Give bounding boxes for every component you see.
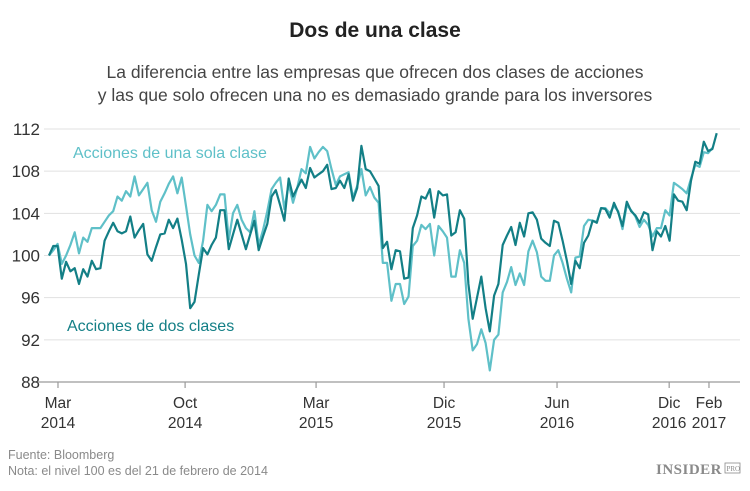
series-label-una-sola-clase: Acciones de una sola clase	[73, 145, 267, 162]
x-tick-year: 2016	[540, 415, 574, 432]
series-lines	[47, 132, 718, 372]
logo-pro-box	[724, 462, 741, 474]
logo-text: INSIDER	[656, 462, 722, 478]
x-tick-month: Oct	[173, 395, 198, 412]
x-tick-year: 2014	[168, 415, 203, 432]
source-note: Fuente: Bloomberg	[8, 448, 114, 462]
x-axis: Mar 2014 Oct 2014 Mar 2015 Dic 2015 Jun 2016 Dic 20…	[41, 382, 726, 432]
y-tick-label: 88	[21, 373, 40, 392]
x-tick-year: 2016	[652, 415, 686, 432]
y-tick-label: 104	[12, 204, 40, 223]
gridlines	[36, 128, 740, 383]
y-axis: 112 108 104 100 96 92 88	[12, 120, 40, 392]
x-tick-month: Feb	[696, 395, 723, 412]
x-tick-month: Mar	[45, 395, 72, 412]
series-label-dos-clases: Acciones de dos clases	[67, 318, 234, 335]
series-line-dos-clases	[47, 132, 718, 333]
x-tick-month: Jun	[545, 395, 570, 412]
x-tick-year: 2015	[427, 415, 461, 432]
x-tick-year: 2015	[299, 415, 333, 432]
x-tick-year: 2017	[692, 415, 726, 432]
y-tick-label: 112	[13, 120, 40, 139]
y-tick-label: 108	[12, 162, 40, 181]
x-tick-month: Mar	[303, 395, 330, 412]
y-tick-label: 100	[12, 247, 40, 266]
x-tick-month: Dic	[658, 395, 681, 412]
chart-subtitle-line-1: La diferencia entre las empresas que ofr…	[107, 62, 644, 82]
x-tick-year: 2014	[41, 415, 76, 432]
insider-pro-logo: INSIDER PRO	[656, 462, 741, 478]
x-tick-month: Dic	[433, 395, 456, 412]
chart-title: Dos de una clase	[289, 19, 461, 42]
logo-suffix: PRO	[727, 465, 741, 473]
y-tick-label: 96	[21, 289, 40, 308]
series-line-una-sola-clase	[48, 145, 714, 372]
y-tick-label: 92	[21, 331, 40, 350]
chart-subtitle-line-2: y las que solo ofrecen una no es demasia…	[98, 85, 653, 105]
footnote: Nota: el nivel 100 es del 21 de febrero …	[8, 464, 268, 478]
